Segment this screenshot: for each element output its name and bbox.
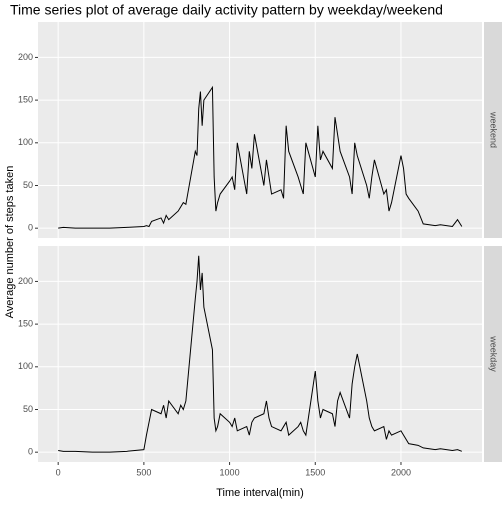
y-axis-title: Average number of steps taken <box>4 166 16 319</box>
x-tick-label: 1000 <box>220 467 240 477</box>
y-tick-label: 0 <box>28 447 33 457</box>
strip <box>484 246 502 462</box>
y-tick-label: 100 <box>18 137 33 147</box>
y-tick-label: 50 <box>23 180 33 190</box>
panel <box>38 246 482 462</box>
y-tick-label: 150 <box>18 94 33 104</box>
x-tick-label: 2000 <box>391 467 411 477</box>
y-tick-label: 200 <box>18 52 33 62</box>
y-tick-label: 100 <box>18 361 33 371</box>
x-tick-label: 1500 <box>305 467 325 477</box>
x-tick-label: 500 <box>136 467 151 477</box>
y-tick-label: 150 <box>18 318 33 328</box>
y-tick-label: 200 <box>18 276 33 286</box>
line <box>58 255 463 453</box>
x-tick-label: 0 <box>56 467 61 477</box>
strip <box>484 22 502 238</box>
line <box>58 85 463 229</box>
y-tick-label: 0 <box>28 223 33 233</box>
chart-title: Time series plot of average daily activi… <box>10 2 443 18</box>
x-axis-title: Time interval(min) <box>216 487 304 499</box>
strip-label: weekend <box>489 111 499 148</box>
panel <box>38 22 482 238</box>
strip-label: weekday <box>489 335 499 372</box>
y-tick-label: 50 <box>23 404 33 414</box>
